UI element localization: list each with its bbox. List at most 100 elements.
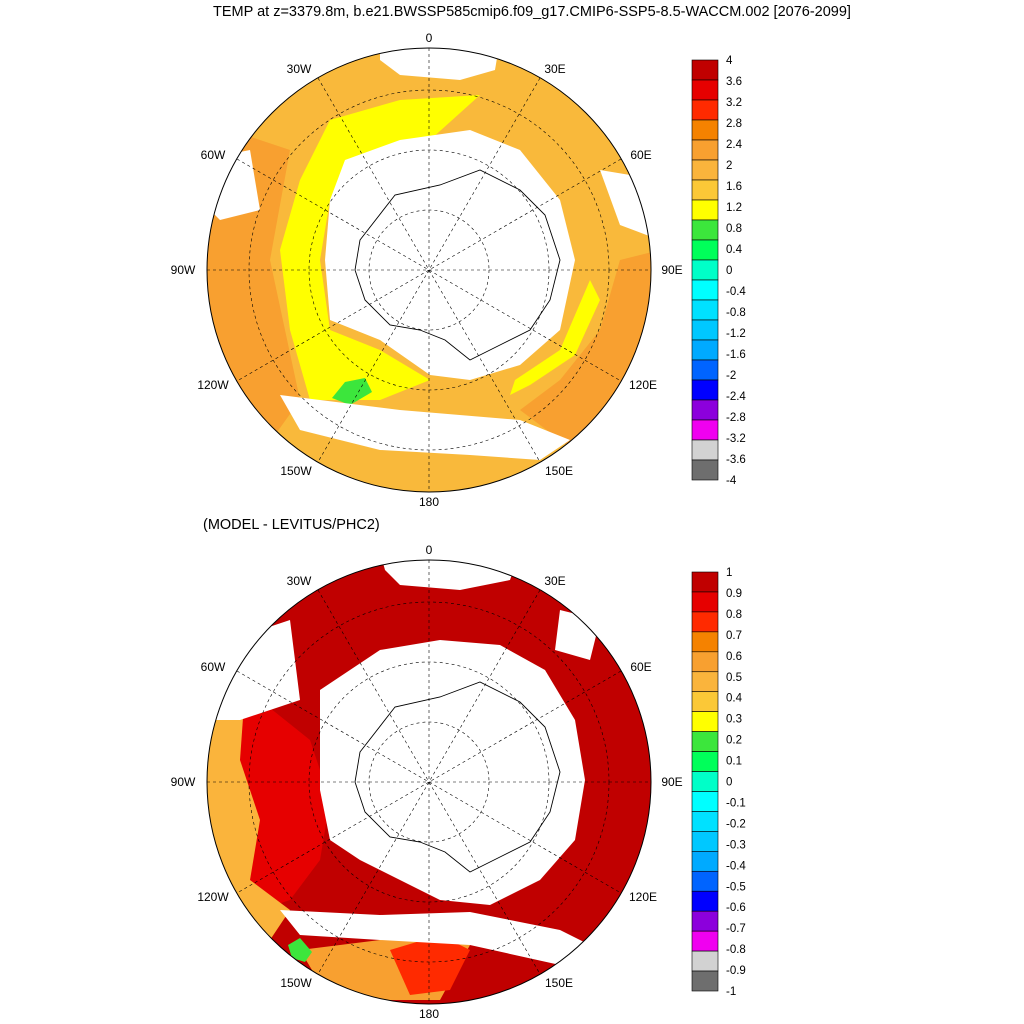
bottom-redorange-south: [390, 935, 470, 995]
top-lon-label: 90E: [661, 263, 682, 277]
colorbar-swatch: [691, 591, 719, 613]
colorbar-tick-label: 0.8: [726, 223, 742, 235]
colorbar-tick-label: 0: [726, 777, 732, 789]
colorbar-swatch: [691, 119, 719, 141]
colorbar-swatch: [691, 930, 719, 952]
bottom-lon-label: 180: [419, 1007, 439, 1021]
colorbar-swatch: [691, 751, 719, 772]
colorbar-tick-label: 0.4: [726, 693, 743, 705]
colorbar-tick-label: 0.5: [726, 672, 742, 684]
colorbar-tick-label: 0.7: [726, 630, 742, 642]
figure-title: TEMP at z=3379.8m, b.e21.BWSSP585cmip6.f…: [213, 4, 851, 20]
colorbar-tick-label: 1.2: [726, 202, 742, 214]
bottom-grid: [207, 560, 651, 1004]
top-map-border: [206, 47, 652, 493]
colorbar-tick-label: 3.6: [726, 76, 742, 88]
top-white-south: [280, 395, 570, 460]
colorbar-tick-label: 0.3: [726, 714, 742, 726]
colorbar-tick-label: 0: [726, 265, 732, 277]
bottom-lon-label: 120W: [197, 890, 229, 904]
colorbar-tick-label: -4: [726, 475, 737, 487]
colorbar-swatch: [691, 831, 719, 852]
colorbar-tick-label: -0.9: [726, 965, 746, 977]
colorbar-swatch: [691, 179, 719, 201]
top-map: [206, 47, 652, 493]
bottom-lon-label: 60W: [201, 660, 226, 674]
bottom-lon-label: 120E: [629, 890, 657, 904]
colorbar-swatch: [691, 399, 719, 421]
difference-subtitle: (MODEL - LEVITUS/PHC2): [203, 517, 380, 533]
bottom-lon-label: 30W: [287, 574, 312, 588]
top-antarctica-outline: [354, 169, 561, 361]
colorbar-swatch: [691, 851, 719, 872]
top-green-patch: [332, 378, 372, 405]
colorbar-tick-label: -0.7: [726, 923, 746, 935]
colorbar-swatch: [691, 199, 719, 221]
colorbar-swatch: [691, 59, 719, 81]
colorbar-tick-label: 2: [726, 160, 732, 172]
colorbar-swatch: [691, 219, 719, 241]
top-longitude-labels: 0 30E 60E 90E 120E 150E 180 150W 120W 90…: [171, 31, 683, 509]
colorbar-tick-label: 0.4: [726, 244, 743, 256]
top-lon-label: 60W: [201, 148, 226, 162]
colorbar-tick-label: -0.4: [726, 860, 746, 872]
colorbar-tick-label: 0.6: [726, 651, 742, 663]
top-yellow-band: [280, 95, 480, 400]
colorbar-swatch: [691, 259, 719, 281]
colorbar-tick-label: -2.4: [726, 391, 746, 403]
top-colorbar: 4 3.6 3.2 2.8 2.4 2 1.6 1.2 0.8 0.4 0 -0.4 -0.8 -1.2 -…: [691, 55, 746, 487]
colorbar-swatch: [691, 339, 719, 361]
bottom-lon-label: 30E: [544, 574, 565, 588]
bottom-colorbar: 1 0.9 0.8 0.7 0.6 0.5 0.4 0.3 0.2 0.1 0 -0.1 -0.2 -0.…: [691, 567, 746, 998]
top-lon-label: 90W: [171, 263, 196, 277]
bottom-lon-label: 90W: [171, 775, 196, 789]
colorbar-tick-label: 0.9: [726, 588, 742, 600]
colorbar-swatch: [691, 890, 719, 912]
colorbar-tick-label: -2.8: [726, 412, 746, 424]
colorbar-tick-label: -3.2: [726, 433, 746, 445]
colorbar-swatch: [691, 651, 719, 673]
colorbar-tick-label: -1.2: [726, 328, 746, 340]
colorbar-swatch: [691, 139, 719, 161]
colorbar-swatch: [691, 711, 719, 732]
bottom-lon-label: 0: [426, 543, 433, 557]
colorbar-tick-label: -0.8: [726, 944, 746, 956]
colorbar-tick-label: 2.4: [726, 139, 743, 151]
bottom-map-border: [206, 559, 652, 1005]
bottom-lon-label: 150E: [545, 976, 573, 990]
top-lon-label: 180: [419, 495, 439, 509]
colorbar-tick-label: -2: [726, 370, 736, 382]
colorbar-tick-label: 2.8: [726, 118, 742, 130]
colorbar-swatch: [691, 299, 719, 321]
bottom-map: [206, 559, 652, 1005]
top-lon-label: 150E: [545, 464, 573, 478]
colorbar-tick-label: -3.6: [726, 454, 746, 466]
colorbar-swatch: [691, 99, 719, 121]
colorbar-swatch: [691, 910, 719, 932]
colorbar-swatch: [691, 691, 719, 712]
colorbar-tick-label: -0.1: [726, 797, 746, 809]
colorbar-tick-label: -1.6: [726, 349, 746, 361]
colorbar-tick-label: 0.2: [726, 735, 742, 747]
colorbar-swatch: [691, 571, 719, 593]
top-lon-label: 150W: [280, 464, 312, 478]
colorbar-tick-label: 1: [726, 567, 732, 579]
colorbar-swatch: [691, 459, 719, 481]
top-lon-label: 30E: [544, 62, 565, 76]
colorbar-swatch: [691, 970, 719, 992]
top-lon-label: 120E: [629, 378, 657, 392]
top-lon-label: 60E: [630, 148, 651, 162]
colorbar-swatch: [691, 870, 719, 892]
top-yellow-east: [510, 280, 600, 395]
colorbar-swatch: [691, 631, 719, 653]
colorbar-tick-label: -1: [726, 986, 736, 998]
colorbar-tick-label: 4: [726, 55, 733, 67]
bottom-green-patch: [288, 938, 312, 962]
colorbar-tick-label: -0.3: [726, 839, 746, 851]
colorbar-swatch: [691, 79, 719, 101]
colorbar-swatch: [691, 791, 719, 812]
colorbar-swatch: [691, 811, 719, 832]
colorbar-swatch: [691, 379, 719, 401]
top-lon-label: 0: [426, 31, 433, 45]
